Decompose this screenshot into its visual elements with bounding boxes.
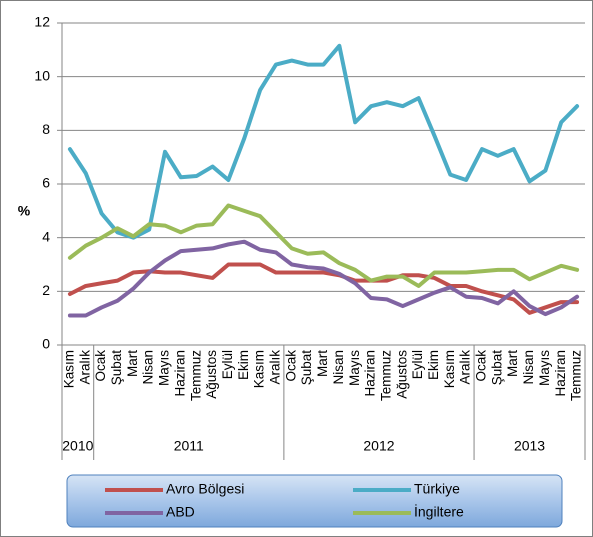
x-tick-label: Nisan [521,350,536,385]
x-tick-label: Aralık [268,350,283,385]
x-tick-label: Ağustos [394,350,409,399]
x-tick-label: Ocak [474,350,489,382]
y-tick-label: 0 [42,336,50,352]
group-label: 2013 [514,438,545,454]
x-tick-label: Nisan [331,350,346,385]
x-tick-label: Şubat [109,350,124,386]
legend-box [66,474,563,528]
x-tick-label: Temmuz [378,350,393,401]
x-tick-label: Mart [315,350,330,377]
x-tick-label: Eylül [220,350,235,379]
x-tick-label: Şubat [299,350,314,386]
x-tick-label: Temmuz [569,350,584,401]
legend-label: Avro Bölgesi [166,481,244,497]
y-axis-label: % [18,203,31,219]
x-tick-label: Ekim [426,350,441,380]
series-line [67,239,580,318]
y-tick-label: 2 [42,282,50,298]
group-label: 2011 [174,438,204,454]
legend-label: ABD [166,504,195,520]
legend-label: Türkiye [414,481,460,497]
y-tick-label: 8 [42,121,50,137]
x-tick-label: Kasım [442,350,457,388]
legend-label: İngiltere [414,503,464,520]
y-tick-label: 10 [34,67,50,83]
x-tick-label: Mart [125,350,140,377]
group-label: 2012 [363,438,394,454]
x-tick-label: Aralık [458,350,473,385]
x-tick-label: Ekim [236,350,251,380]
y-tick-label: 12 [34,14,50,30]
x-tick-label: Kasım [61,350,76,388]
x-tick-label: Ocak [283,350,298,382]
x-tick-label: Haziran [363,350,378,397]
x-tick-label: Mayıs [537,350,552,386]
group-label: 2010 [62,438,93,454]
x-tick-label: Kasım [252,350,267,388]
x-tick-label: Temmuz [188,350,203,401]
x-tick-label: Mayıs [157,350,172,386]
series-line [67,43,580,240]
y-tick-label: 6 [42,175,50,191]
x-tick-label: Aralık [77,350,92,385]
x-tick-label: Mayıs [347,350,362,386]
x-tick-label: Ağustos [204,350,219,399]
series-line [67,262,580,315]
x-tick-label: Ocak [93,350,108,382]
x-tick-label: Eylül [410,350,425,379]
series-line [67,203,580,288]
x-tick-label: Şubat [489,350,504,386]
x-tick-label: Haziran [553,350,568,397]
x-tick-label: Nisan [141,350,156,385]
x-tick-label: Haziran [172,350,187,397]
y-tick-label: 4 [42,228,50,244]
x-tick-label: Mart [505,350,520,377]
